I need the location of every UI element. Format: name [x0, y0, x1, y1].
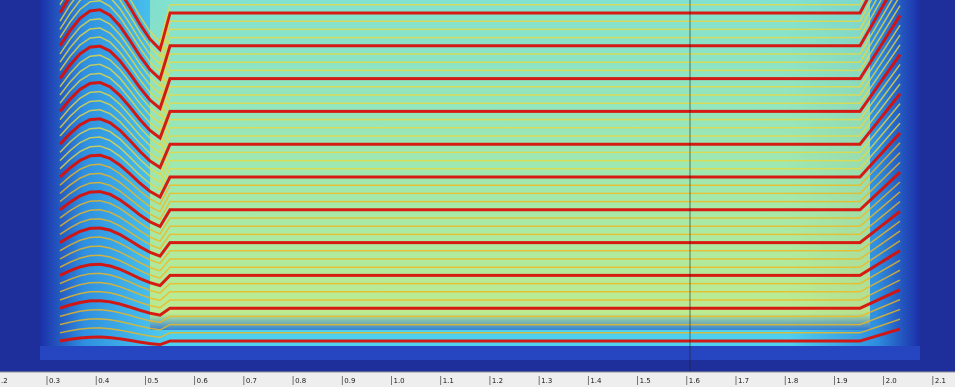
- harmonic: [59, 318, 901, 339]
- harmonic: [59, 191, 901, 243]
- harmonic: [59, 240, 901, 280]
- time-axis: [0, 372, 955, 387]
- harmonic: [59, 308, 901, 331]
- harmonic: [59, 44, 901, 132]
- harmonic: [59, 122, 901, 191]
- harmonic: [59, 83, 901, 162]
- harmonic-strong: [59, 327, 901, 347]
- harmonic: [59, 0, 873, 59]
- x-tick-label: 1.7: [738, 377, 749, 385]
- spectrogram-voiced: [150, 0, 870, 330]
- harmonic: [59, 259, 901, 294]
- harmonic-strong: [59, 288, 901, 317]
- harmonic: [59, 220, 901, 265]
- harmonic: [59, 0, 899, 96]
- x-tick-label: 1.0: [393, 377, 404, 385]
- harmonic: [59, 73, 901, 154]
- harmonic: [59, 5, 901, 103]
- harmonic: [59, 201, 901, 250]
- x-tick-label: 1.5: [640, 377, 651, 385]
- x-tick-label: .2: [1, 377, 8, 385]
- x-tick-label: 0.4: [98, 377, 110, 385]
- harmonic: [59, 279, 901, 309]
- harmonic: [59, 161, 901, 221]
- x-tick-label: 1.9: [836, 377, 847, 385]
- harmonic: [59, 24, 901, 118]
- x-tick-label: 0.6: [197, 377, 209, 385]
- x-tick-label: 0.9: [344, 377, 355, 385]
- x-tick-label: 1.2: [492, 377, 503, 385]
- harmonic-strong: [59, 171, 902, 229]
- harmonic: [59, 34, 901, 125]
- harmonic-strong: [58, 0, 869, 53]
- harmonics: [58, 0, 902, 347]
- harmonic-strong: [59, 210, 901, 258]
- spectrogram-low-band: [40, 346, 920, 360]
- x-tick-label: 2.1: [935, 377, 946, 385]
- harmonic-strong: [58, 92, 902, 170]
- harmonic: [59, 142, 901, 206]
- harmonic: [59, 0, 893, 88]
- x-tick-label: 0.3: [49, 377, 60, 385]
- harmonic: [59, 0, 878, 66]
- x-tick-label: 0.5: [147, 377, 158, 385]
- harmonic: [59, 230, 901, 272]
- harmonic: [59, 0, 864, 44]
- harmonic: [59, 181, 901, 235]
- x-tick-label: 1.8: [787, 377, 798, 385]
- harmonic: [59, 152, 901, 213]
- harmonic: [59, 0, 882, 73]
- harmonic: [59, 103, 901, 176]
- x-tick-label: 0.8: [295, 377, 306, 385]
- x-tick-label: 2.0: [886, 377, 897, 385]
- x-tick-label: 1.6: [689, 377, 701, 385]
- x-tick-label: 1.3: [541, 377, 552, 385]
- harmonic: [59, 269, 901, 302]
- harmonic-strong: [58, 0, 889, 82]
- x-tick-label: 1.1: [443, 377, 454, 385]
- harmonic: [59, 112, 901, 184]
- harmonic-strong: [59, 249, 901, 288]
- x-tick-label: 1.4: [590, 377, 602, 385]
- harmonic-strong: [58, 131, 902, 200]
- harmonic: [59, 63, 901, 147]
- harmonic-strong: [58, 53, 902, 141]
- x-tick-label: 0.7: [246, 377, 257, 385]
- harmonic: [59, 298, 901, 324]
- harmonic-strong: [58, 14, 902, 111]
